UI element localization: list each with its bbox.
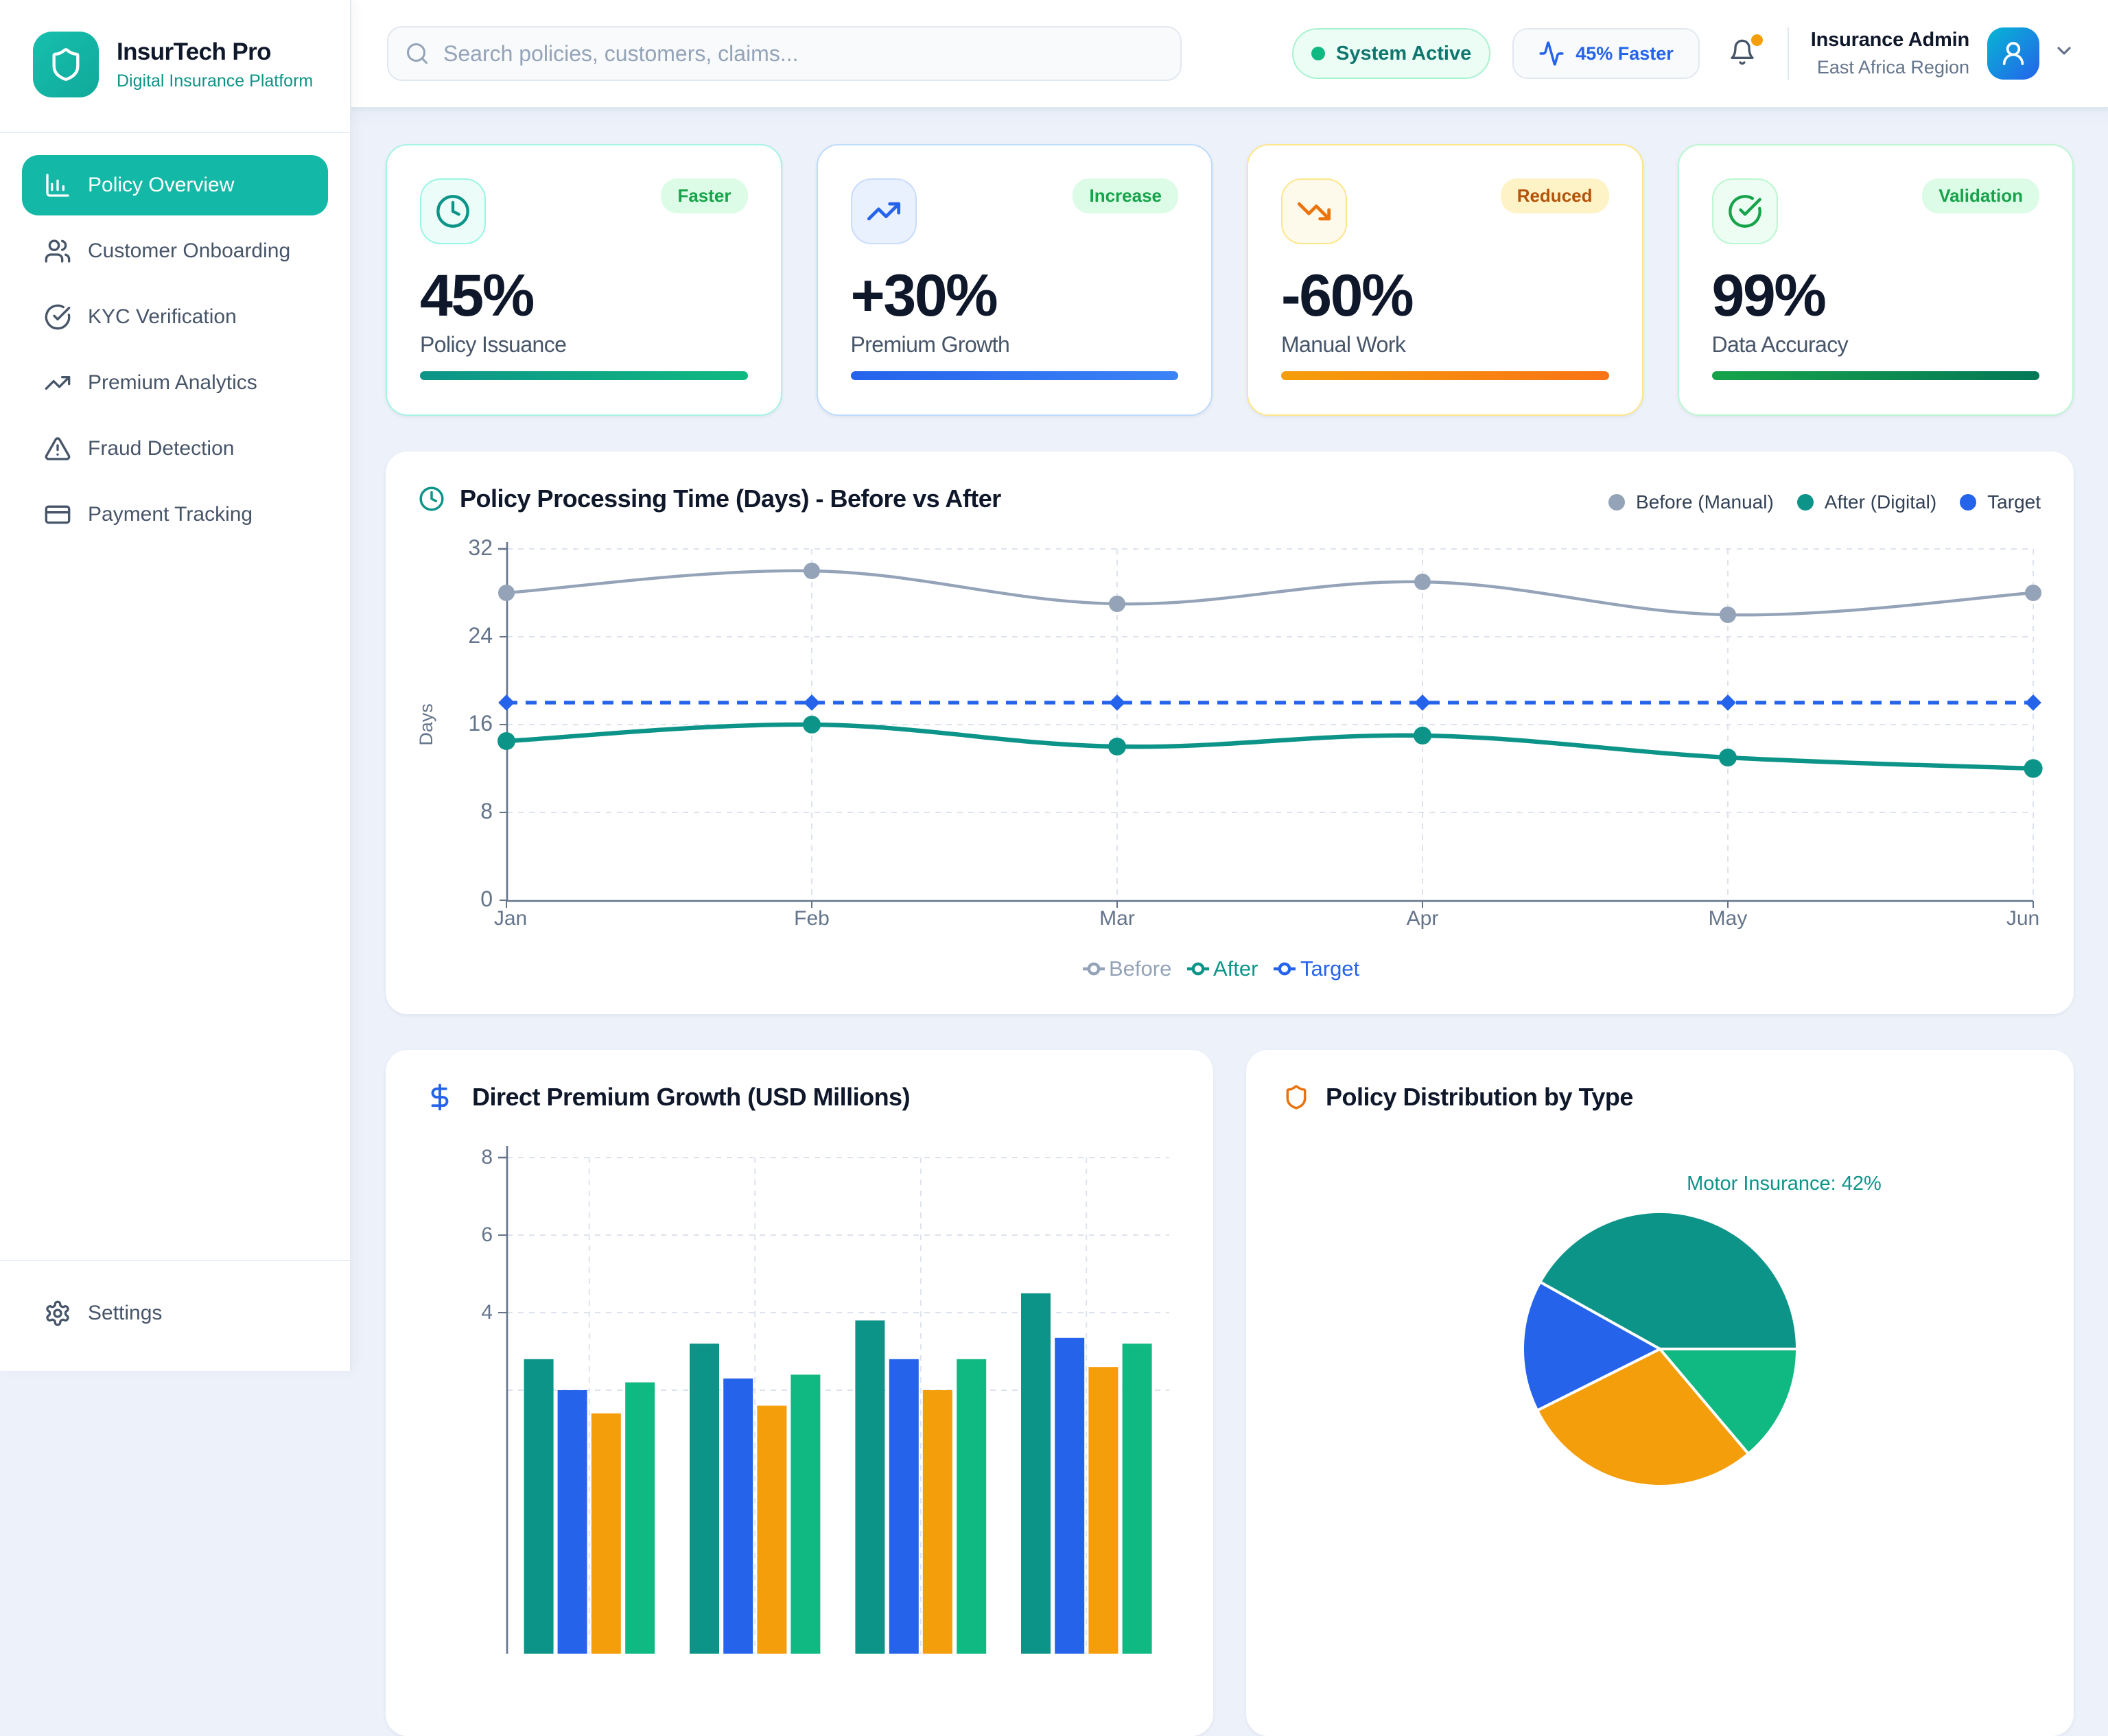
svg-text:4: 4: [481, 1301, 493, 1324]
svg-text:Feb: Feb: [794, 907, 830, 930]
svg-text:32: 32: [468, 535, 493, 560]
svg-text:8: 8: [480, 799, 493, 823]
svg-text:Motor Insurance: 42%: Motor Insurance: 42%: [1687, 1173, 1882, 1195]
svg-text:Days: Days: [416, 703, 436, 746]
svg-text:8: 8: [481, 1146, 493, 1169]
svg-text:Jun: Jun: [2006, 907, 2039, 930]
svg-text:6: 6: [481, 1223, 493, 1246]
svg-text:Jan: Jan: [494, 907, 527, 930]
svg-text:24: 24: [468, 623, 493, 648]
svg-text:16: 16: [468, 711, 493, 736]
svg-text:Mar: Mar: [1099, 907, 1135, 930]
svg-text:Apr: Apr: [1407, 907, 1439, 930]
svg-text:After: After: [1213, 957, 1258, 981]
svg-text:0: 0: [480, 887, 493, 911]
svg-text:May: May: [1709, 907, 1748, 930]
svg-text:Target: Target: [1300, 957, 1360, 981]
svg-text:Before: Before: [1109, 957, 1171, 981]
